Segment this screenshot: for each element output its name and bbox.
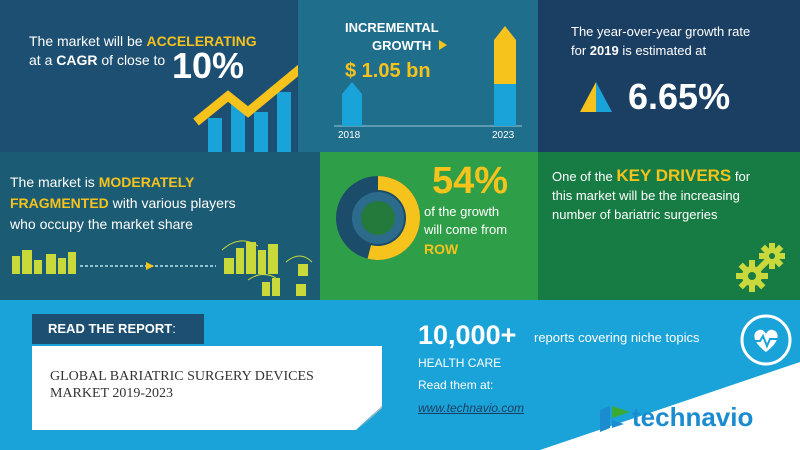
fragmented-line1: The market is MODERATELY: [10, 174, 194, 190]
yoy-line2-pre: for: [571, 43, 590, 58]
cagr-line2-pre: at a: [29, 52, 57, 68]
region-line1: of the growth: [424, 204, 500, 219]
report-title-line1: GLOBAL BARIATRIC SURGERY DEVICES: [50, 369, 314, 384]
incremental-value: $ 1.05 bn: [345, 60, 431, 82]
incremental-panel: INCREMENTAL GROWTH $ 1.05 bn 2018 2023: [298, 0, 538, 152]
cagr-accelerating: ACCELERATING: [146, 33, 257, 49]
report-count: 10,000+: [418, 320, 517, 350]
drivers-line3: number of bariatric surgeries: [552, 207, 718, 222]
drivers-line1-pre: One of the: [552, 169, 617, 184]
cagr-panel: The market will be ACCELERATING at a CAG…: [0, 0, 298, 152]
fragmented-moderately: MODERATELY: [98, 174, 195, 190]
fragmented-line3: who occupy the market share: [10, 216, 193, 232]
fragmented-line2-post: with various players: [108, 195, 236, 211]
yoy-line1: The year-over-year growth rate: [571, 24, 751, 39]
fragmented-panel: The market is MODERATELY FRAGMENTED with…: [0, 152, 320, 300]
region-donut-chart: [336, 176, 420, 260]
fragmented-line2: FRAGMENTED with various players: [10, 195, 236, 211]
read-them-label: Read them at:: [418, 378, 494, 392]
report-title-line2: MARKET 2019-2023: [50, 386, 174, 401]
fragmented-word: FRAGMENTED: [10, 195, 109, 211]
technavio-brand[interactable]: technavio: [632, 402, 754, 432]
year-end: 2023: [492, 130, 515, 141]
drivers-line2: this market will be the increasing: [552, 188, 740, 203]
yoy-value: 6.65%: [628, 76, 731, 117]
technavio-logo-icon: [600, 406, 630, 432]
region-name: ROW: [424, 241, 459, 257]
cagr-text-line2: at a CAGR of close to: [29, 52, 165, 68]
cagr-line2-post: of close to: [97, 52, 166, 68]
read-report-text: READ THE REPORT: [48, 321, 173, 336]
drivers-line1-post: for: [731, 169, 751, 184]
yoy-year: 2019: [589, 43, 619, 58]
cagr-line1-pre: The market will be: [29, 33, 147, 49]
cagr-value: 10%: [172, 45, 245, 86]
read-report-tab: [32, 314, 204, 344]
yoy-line2: for 2019 is estimated at: [571, 43, 706, 58]
yoy-panel: The year-over-year growth rate for 2019 …: [538, 0, 800, 152]
region-line2: will come from: [424, 222, 508, 237]
incremental-label-1: INCREMENTAL: [345, 20, 439, 35]
report-band: READ THE REPORT: GLOBAL BARIATRIC SURGER…: [0, 300, 800, 450]
drivers-line1: One of the KEY DRIVERS for: [552, 166, 750, 186]
report-category: HEALTH CARE: [418, 356, 502, 370]
read-report-colon: :: [172, 321, 176, 336]
gears-icon: [736, 243, 785, 292]
region-value: 54%: [432, 160, 509, 202]
yoy-line2-post: is estimated at: [618, 43, 707, 58]
rising-arrow-icon: [193, 64, 298, 152]
cagr-label: CAGR: [56, 52, 98, 68]
report-count-desc: reports covering niche topics: [534, 330, 700, 345]
website-link[interactable]: www.technavio.com: [418, 401, 525, 415]
play-arrow-icon: [438, 40, 447, 50]
heart-monitor-icon: [740, 314, 792, 366]
growth-triangle-icon: [580, 82, 612, 112]
region-panel: 54% of the growth will come from ROW: [320, 152, 538, 300]
incremental-growth-word: GROWTH: [372, 38, 432, 53]
buildings-icon: [12, 240, 313, 296]
incremental-label-2: GROWTH: [372, 38, 447, 53]
report-title-card[interactable]: [32, 346, 382, 430]
incremental-bars-icon: [334, 26, 522, 127]
key-drivers-emph: KEY DRIVERS: [616, 166, 732, 185]
page-curl-icon: [356, 406, 382, 430]
fragmented-line1-pre: The market is: [10, 174, 99, 190]
report-title[interactable]: GLOBAL BARIATRIC SURGERY DEVICES MARKET …: [50, 368, 314, 402]
cagr-text-line1: The market will be ACCELERATING: [29, 33, 257, 49]
read-report-label: READ THE REPORT:: [48, 321, 176, 336]
year-start: 2018: [338, 130, 361, 141]
drivers-panel: One of the KEY DRIVERS for this market w…: [538, 152, 800, 300]
